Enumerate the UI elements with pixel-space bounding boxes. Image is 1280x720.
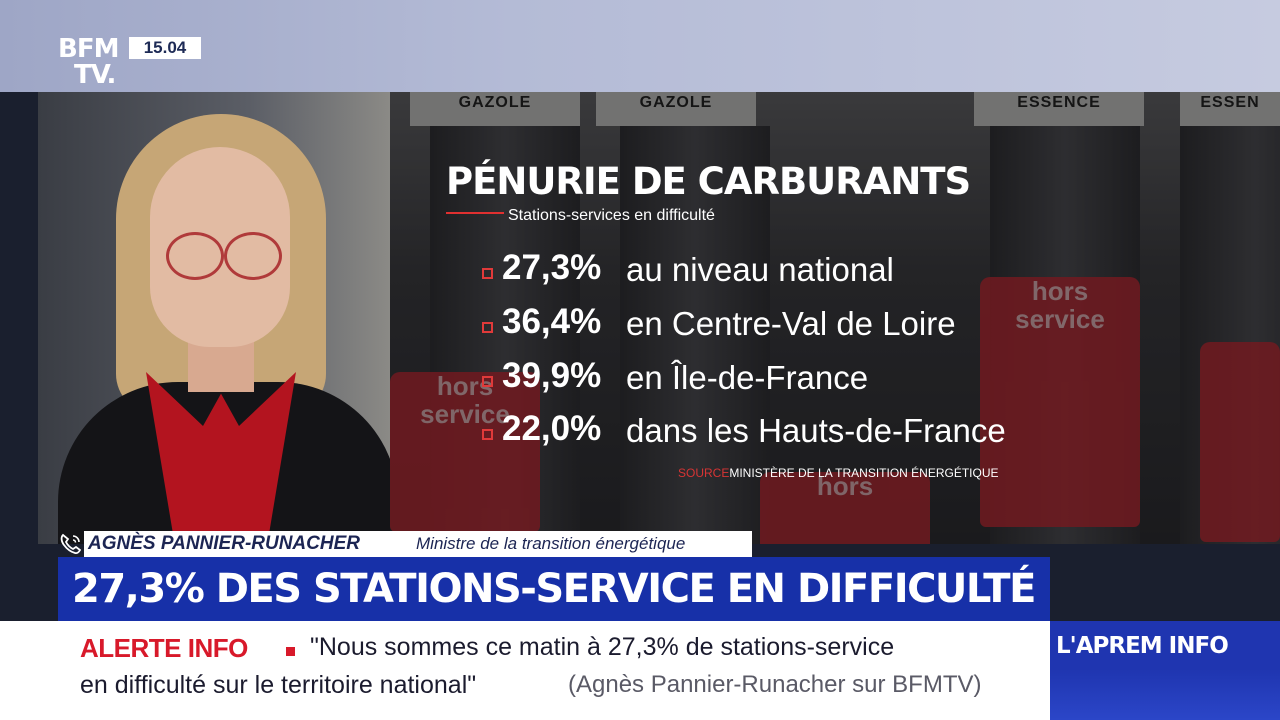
- stat-label: au niveau national: [626, 251, 894, 288]
- background-scene: GAZOLE GAZOLE ESSENCE ESSEN hors service…: [38, 92, 1280, 544]
- headline-text: 27,3% DES STATIONS-SERVICE EN DIFFICULTÉ: [72, 566, 1036, 612]
- square-bullet-icon: [482, 322, 493, 333]
- red-shirt: [146, 372, 296, 544]
- source-text: MINISTÈRE DE LA TRANSITION ÉNERGÉTIQUE: [729, 466, 999, 480]
- bag-text: service: [1015, 304, 1105, 334]
- source-credit: SOURCEMINISTÈRE DE LA TRANSITION ÉNERGÉT…: [678, 466, 999, 480]
- glasses: [224, 232, 282, 280]
- bag-text: service: [420, 399, 510, 429]
- top-band: [0, 0, 1280, 92]
- stat-label: dans les Hauts-de-France: [626, 412, 1006, 449]
- stat-label: en Centre-Val de Loire: [626, 305, 956, 342]
- glasses: [166, 232, 224, 280]
- stat-value: 27,3%: [502, 248, 602, 287]
- speaker-name-bar: AGNÈS PANNIER-RUNACHER Ministre de la tr…: [84, 531, 752, 557]
- show-name-badge: L'APREM INFO: [1050, 621, 1280, 720]
- bag-text: hors: [816, 471, 874, 501]
- bfmtv-logo: BFM TV.: [58, 36, 124, 92]
- pump-label: ESSEN: [1180, 92, 1280, 126]
- ticker-line-1: "Nous sommes ce matin à 27,3% de station…: [310, 633, 895, 661]
- infographic-subtitle: Stations-services en difficulté: [508, 207, 715, 224]
- logo-line-1: BFM: [58, 34, 119, 64]
- headline-banner: 27,3% DES STATIONS-SERVICE EN DIFFICULTÉ: [58, 557, 1050, 621]
- show-name: L'APREM INFO: [1056, 633, 1229, 659]
- out-of-order-bag: hors: [760, 472, 930, 544]
- alert-label: ALERTE INFO: [80, 633, 248, 663]
- square-bullet-icon: [482, 429, 493, 440]
- pump-label: GAZOLE: [596, 92, 756, 126]
- pump-column: [620, 126, 770, 544]
- out-of-order-bag: hors service: [980, 277, 1140, 527]
- phone-icon: [60, 533, 82, 554]
- speaker-role: Ministre de la transition énergétique: [416, 534, 686, 553]
- source-label: SOURCE: [678, 466, 730, 480]
- speaker-name: AGNÈS PANNIER-RUNACHER: [88, 533, 360, 554]
- square-bullet-icon: [286, 647, 295, 656]
- news-ticker: ALERTE INFO "Nous sommes ce matin à 27,3…: [0, 621, 1050, 720]
- pump-label: GAZOLE: [410, 92, 580, 126]
- out-of-order-bag: [1200, 342, 1280, 542]
- speaker-portrait: [38, 92, 390, 544]
- stat-value: 39,9%: [502, 356, 602, 395]
- stat-label: en Île-de-France: [626, 359, 869, 396]
- title-accent-line: [446, 212, 504, 214]
- pump-label: ESSENCE: [974, 92, 1144, 126]
- ticker-line-2: en difficulté sur le territoire national…: [80, 671, 477, 699]
- fuel-pumps-photo: GAZOLE GAZOLE ESSENCE ESSEN hors service…: [390, 92, 1280, 544]
- ticker-attribution: (Agnès Pannier-Runacher sur BFMTV): [568, 671, 982, 698]
- square-bullet-icon: [482, 268, 493, 279]
- bag-text: hors: [1031, 276, 1089, 306]
- stat-value: 22,0%: [502, 409, 602, 448]
- show-badge-decoration: [1050, 669, 1280, 720]
- photo-overlay: [390, 92, 1280, 544]
- stat-value: 36,4%: [502, 302, 602, 341]
- logo-line-2: TV.: [74, 60, 116, 90]
- out-of-order-bag: hors service: [390, 372, 540, 532]
- square-bullet-icon: [482, 376, 493, 387]
- infographic-title: PÉNURIE DE CARBURANTS: [446, 160, 971, 203]
- clock: 15.04: [129, 37, 201, 59]
